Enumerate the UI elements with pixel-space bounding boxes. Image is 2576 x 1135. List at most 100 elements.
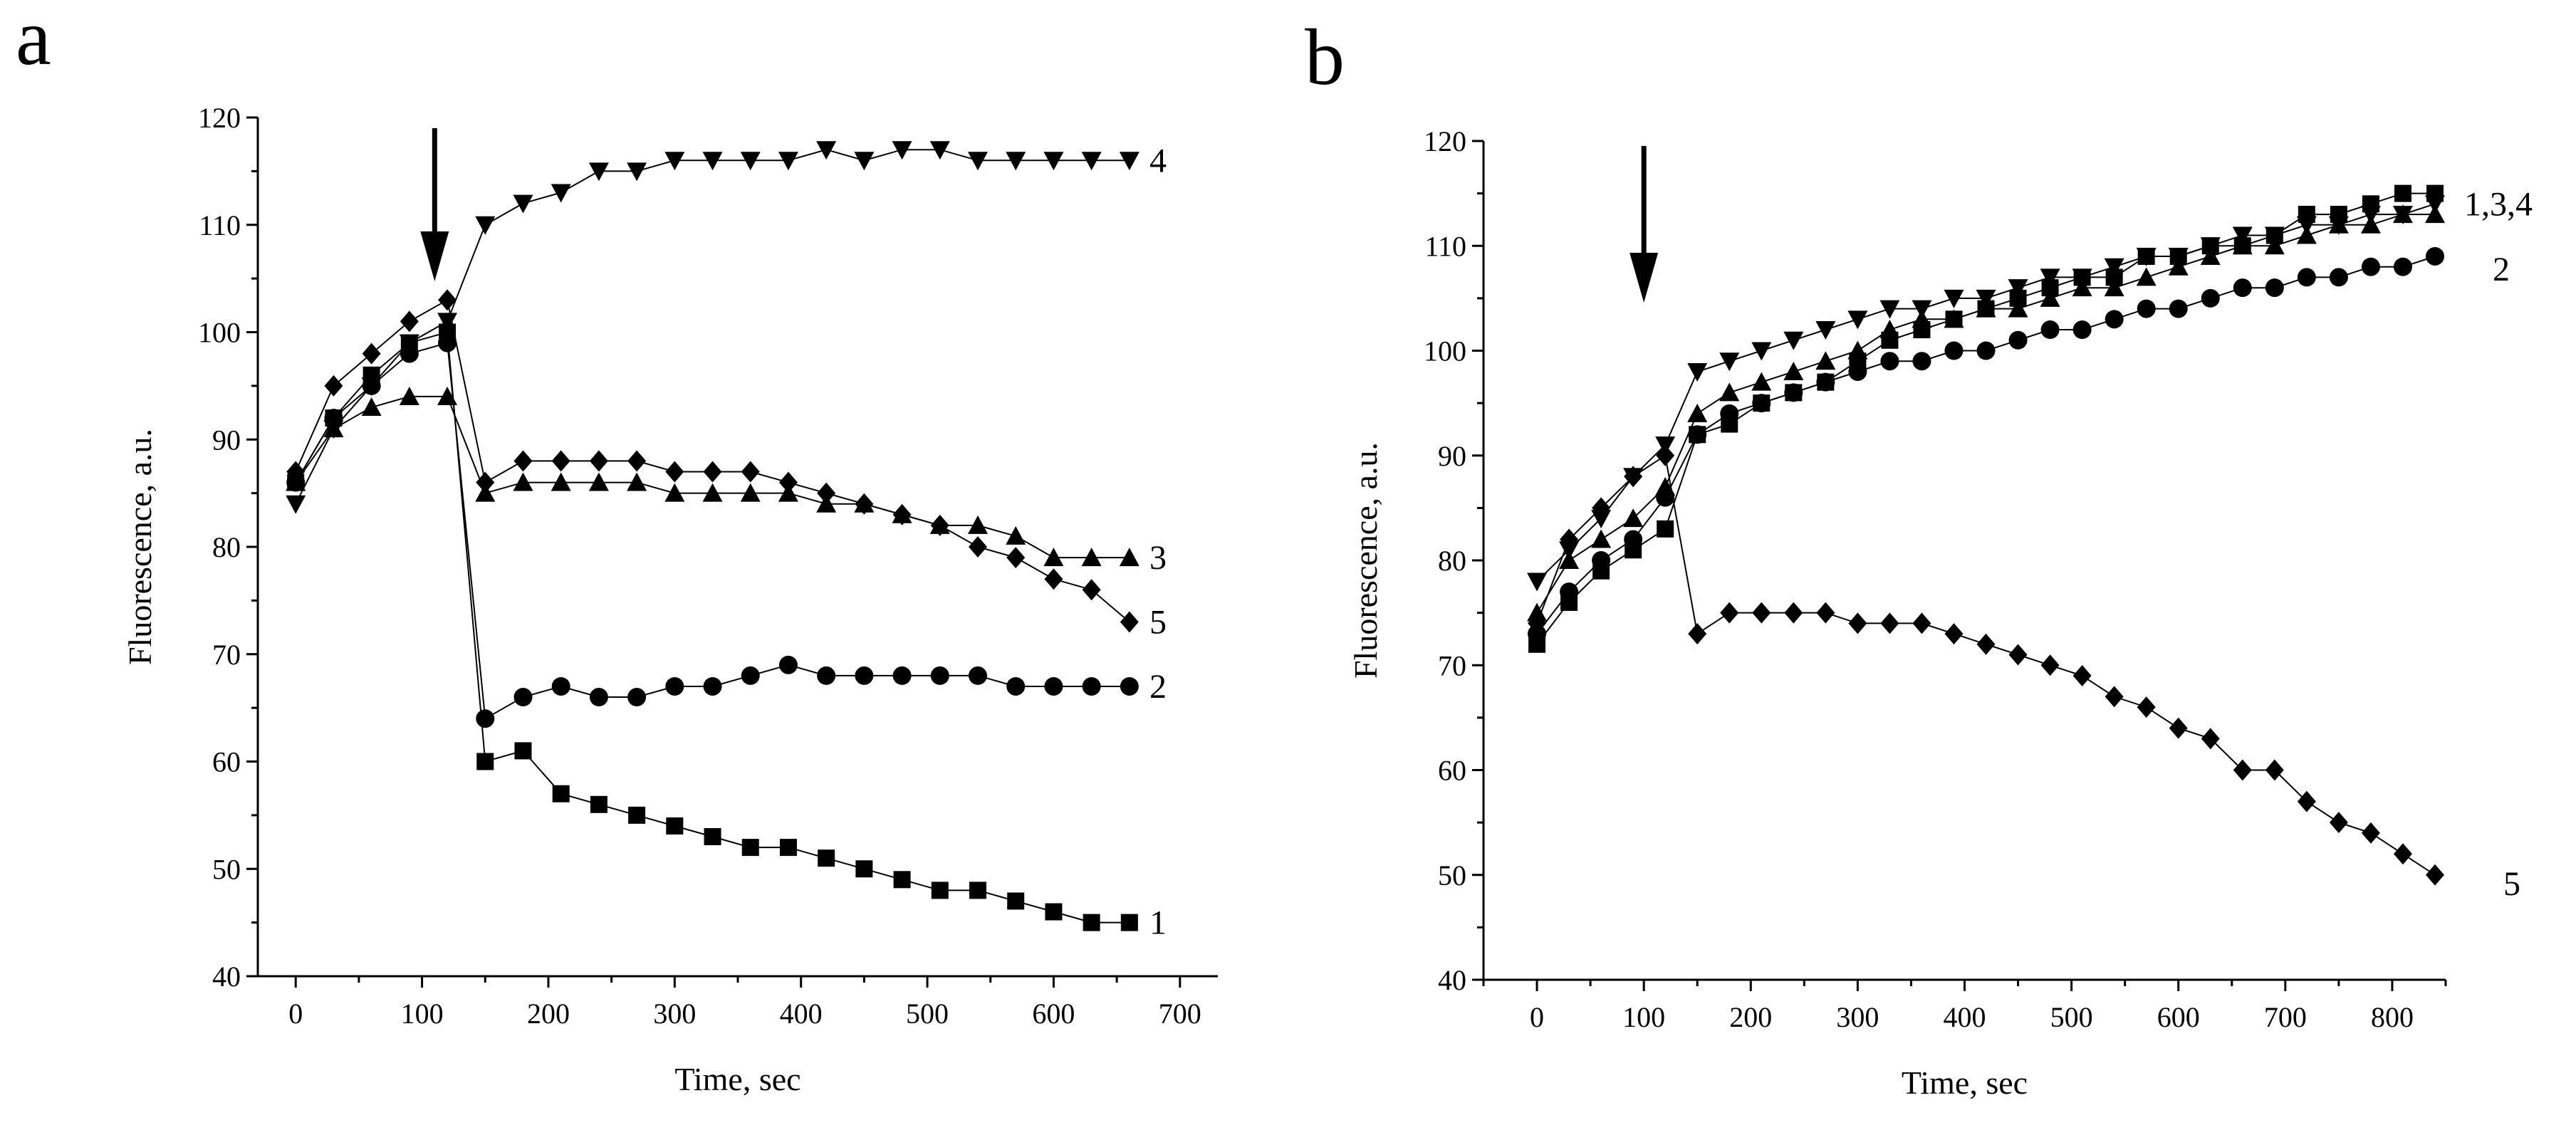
series-4-point [2136, 247, 2157, 266]
series-5-point [1560, 528, 1579, 550]
series-1-point [1083, 914, 1100, 931]
series-5-point [2137, 696, 2156, 718]
series-4-point [2424, 195, 2445, 214]
series-3-point [1815, 351, 1836, 370]
series-3-point [664, 483, 685, 502]
series-4-point [1976, 289, 1996, 308]
series-2-point [855, 666, 874, 685]
series-2-point [2105, 310, 2124, 329]
series-3-point [1591, 529, 1612, 548]
series-1-line [1536, 192, 2435, 645]
series-2-point [969, 666, 987, 685]
series-4-point [1043, 152, 1064, 171]
series-5-point [2040, 654, 2060, 676]
series-3-point [2104, 278, 2124, 297]
series-2-point [438, 333, 457, 352]
series-2-point [1880, 352, 1899, 371]
series-4-point [1006, 152, 1026, 171]
series-2-point [2361, 257, 2380, 276]
y-tick-label: 110 [1424, 230, 1466, 262]
series-3-point [1043, 548, 1064, 567]
series-1-point [628, 806, 646, 824]
series-1-point [893, 871, 911, 889]
series-1-point [552, 785, 570, 802]
series-1-point [1007, 892, 1025, 910]
series-2-point [703, 676, 722, 696]
series-2-point [1120, 676, 1139, 696]
axis-frame [1482, 141, 2446, 981]
series-2-point [1912, 352, 1931, 371]
chart-panel-b: 40 50 60 70 80 90 100 110 120 0 100 200 300 400 500 600… [1347, 125, 2533, 1101]
series-label-1: 1 [1149, 904, 1167, 942]
y-tick-label: 40 [1438, 964, 1466, 996]
series-5-point [778, 471, 798, 493]
series-3-point [702, 483, 723, 502]
x-tick-label: 100 [401, 998, 444, 1030]
series-2-point [741, 666, 760, 685]
y-tick-label: 100 [198, 317, 241, 349]
series-2-point [1720, 404, 1739, 423]
series-2-point [1944, 341, 1964, 360]
series-5-point [2425, 864, 2444, 886]
series-2-point [627, 688, 647, 707]
series-4-point [1559, 541, 1580, 560]
series-2-point [1848, 362, 1867, 381]
x-tick-label: 100 [1622, 1001, 1665, 1033]
series-3-point [1119, 548, 1140, 567]
series-4-point [475, 216, 496, 235]
series-3-point [551, 472, 571, 491]
series-4-point [2072, 268, 2092, 288]
series-2-point [2425, 246, 2444, 266]
x-tick-label: 0 [1530, 1001, 1544, 1033]
series-4-point [2040, 268, 2060, 288]
series-5-point [1624, 466, 1643, 488]
series-3-point [437, 386, 458, 405]
series-4-point [1591, 510, 1612, 529]
series-3-point [2040, 288, 2060, 307]
y-tick-label: 60 [1438, 755, 1466, 787]
axis-frame [256, 117, 1218, 978]
series-5-point [2008, 644, 2028, 666]
x-tick-label: 600 [1032, 998, 1075, 1030]
series-5-point [1656, 444, 1675, 466]
series-3-point [513, 472, 533, 491]
series-5-point [513, 450, 533, 472]
series-4-point [2232, 226, 2253, 246]
series-5-point [703, 461, 722, 483]
series-5-point [438, 289, 457, 311]
series-3-point [2008, 298, 2028, 318]
series-5-point [892, 503, 912, 525]
series-3-point [1944, 309, 1964, 328]
series-4-point [1081, 152, 1102, 171]
y-tick-label: 50 [212, 853, 241, 885]
series-5-point [1592, 497, 1611, 519]
series-label-5: 5 [1149, 604, 1167, 642]
series-1-point [741, 839, 759, 857]
series-5-point [1944, 623, 1964, 645]
series-1-point [590, 795, 608, 813]
series-4-point [816, 141, 837, 160]
series-5-point [2105, 686, 2124, 708]
y-tick-label: 90 [212, 424, 241, 456]
series-2-line [295, 342, 1130, 720]
series-2-point [1560, 582, 1579, 602]
series-4-point [1527, 572, 1548, 592]
series-5-point [2233, 759, 2252, 781]
series-5-point [324, 375, 343, 397]
series-3-point [740, 483, 761, 502]
series-5-point [1082, 579, 1101, 601]
series-2-point [476, 709, 495, 728]
series-5-point [2361, 822, 2380, 844]
series-label-3: 3 [1149, 539, 1167, 577]
series-3-point [627, 472, 647, 491]
y-axis-label: Fluorescence, a.u. [122, 429, 158, 665]
series-5-point [1976, 633, 1996, 655]
series-5-point [476, 471, 495, 493]
series-label-2: 2 [2493, 251, 2510, 288]
y-tick-label: 120 [198, 102, 241, 134]
series-2-point [1688, 425, 1707, 444]
series-4-point [361, 377, 382, 396]
series-5-point [1720, 602, 1739, 624]
y-tick-label: 60 [212, 746, 241, 778]
series-4-point [740, 152, 761, 171]
